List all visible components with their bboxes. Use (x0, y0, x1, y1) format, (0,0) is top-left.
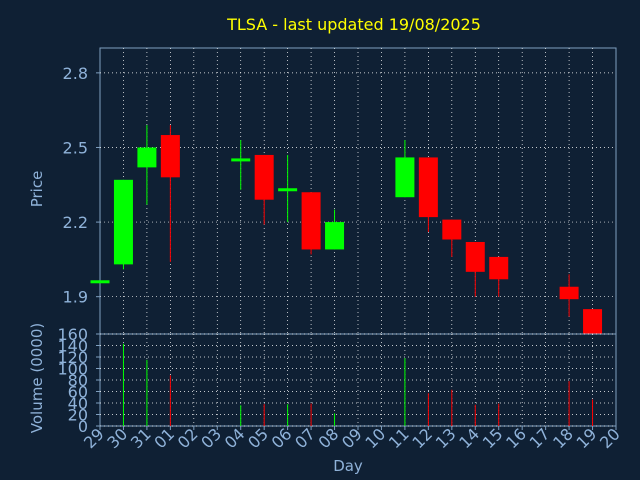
volume-y-tick-label: 0 (78, 417, 88, 436)
volume-axis-label: Volume (0000) (28, 323, 46, 433)
candle-body (254, 154, 274, 200)
candle-body (489, 256, 509, 280)
candle-body (160, 135, 180, 178)
volume-y-tick-label: 140 (57, 337, 88, 356)
candle-body (465, 241, 485, 272)
candle-body (301, 192, 321, 250)
chart-title: TLSA - last updated 19/08/2025 (226, 15, 481, 34)
candle-body (583, 309, 603, 334)
volume-y-tick-label: 60 (68, 383, 88, 402)
volume-y-tick-label: 80 (68, 371, 88, 390)
candle-body (278, 188, 298, 192)
volume-plot-area (99, 333, 617, 427)
candle-body (113, 179, 133, 265)
price-panel: 1.9 2.2 2.5 2.8 Price (28, 47, 617, 342)
candle-body (231, 158, 251, 162)
price-y-tick-label: 1.9 (63, 288, 88, 307)
volume-y-tick-label: 20 (68, 406, 88, 425)
volume-y-tick-label: 160 (57, 325, 88, 344)
candle-body (395, 157, 415, 198)
candle-body (325, 222, 345, 250)
price-y-tick-label: 2.8 (63, 64, 88, 83)
candle-body (90, 280, 110, 284)
x-axis-label: Day (333, 457, 363, 475)
candle-body (559, 286, 579, 300)
candle-body (137, 147, 157, 168)
candle-body (418, 157, 438, 218)
volume-y-tick-label: 100 (57, 360, 88, 379)
price-y-tick-label: 2.5 (63, 138, 88, 157)
price-y-tick-label: 2.2 (63, 213, 88, 232)
candle-body (442, 219, 462, 240)
price-plot-area (99, 47, 617, 335)
volume-y-tick-label: 120 (57, 348, 88, 367)
price-axis-label: Price (28, 171, 46, 208)
volume-y-tick-label: 40 (68, 394, 88, 413)
